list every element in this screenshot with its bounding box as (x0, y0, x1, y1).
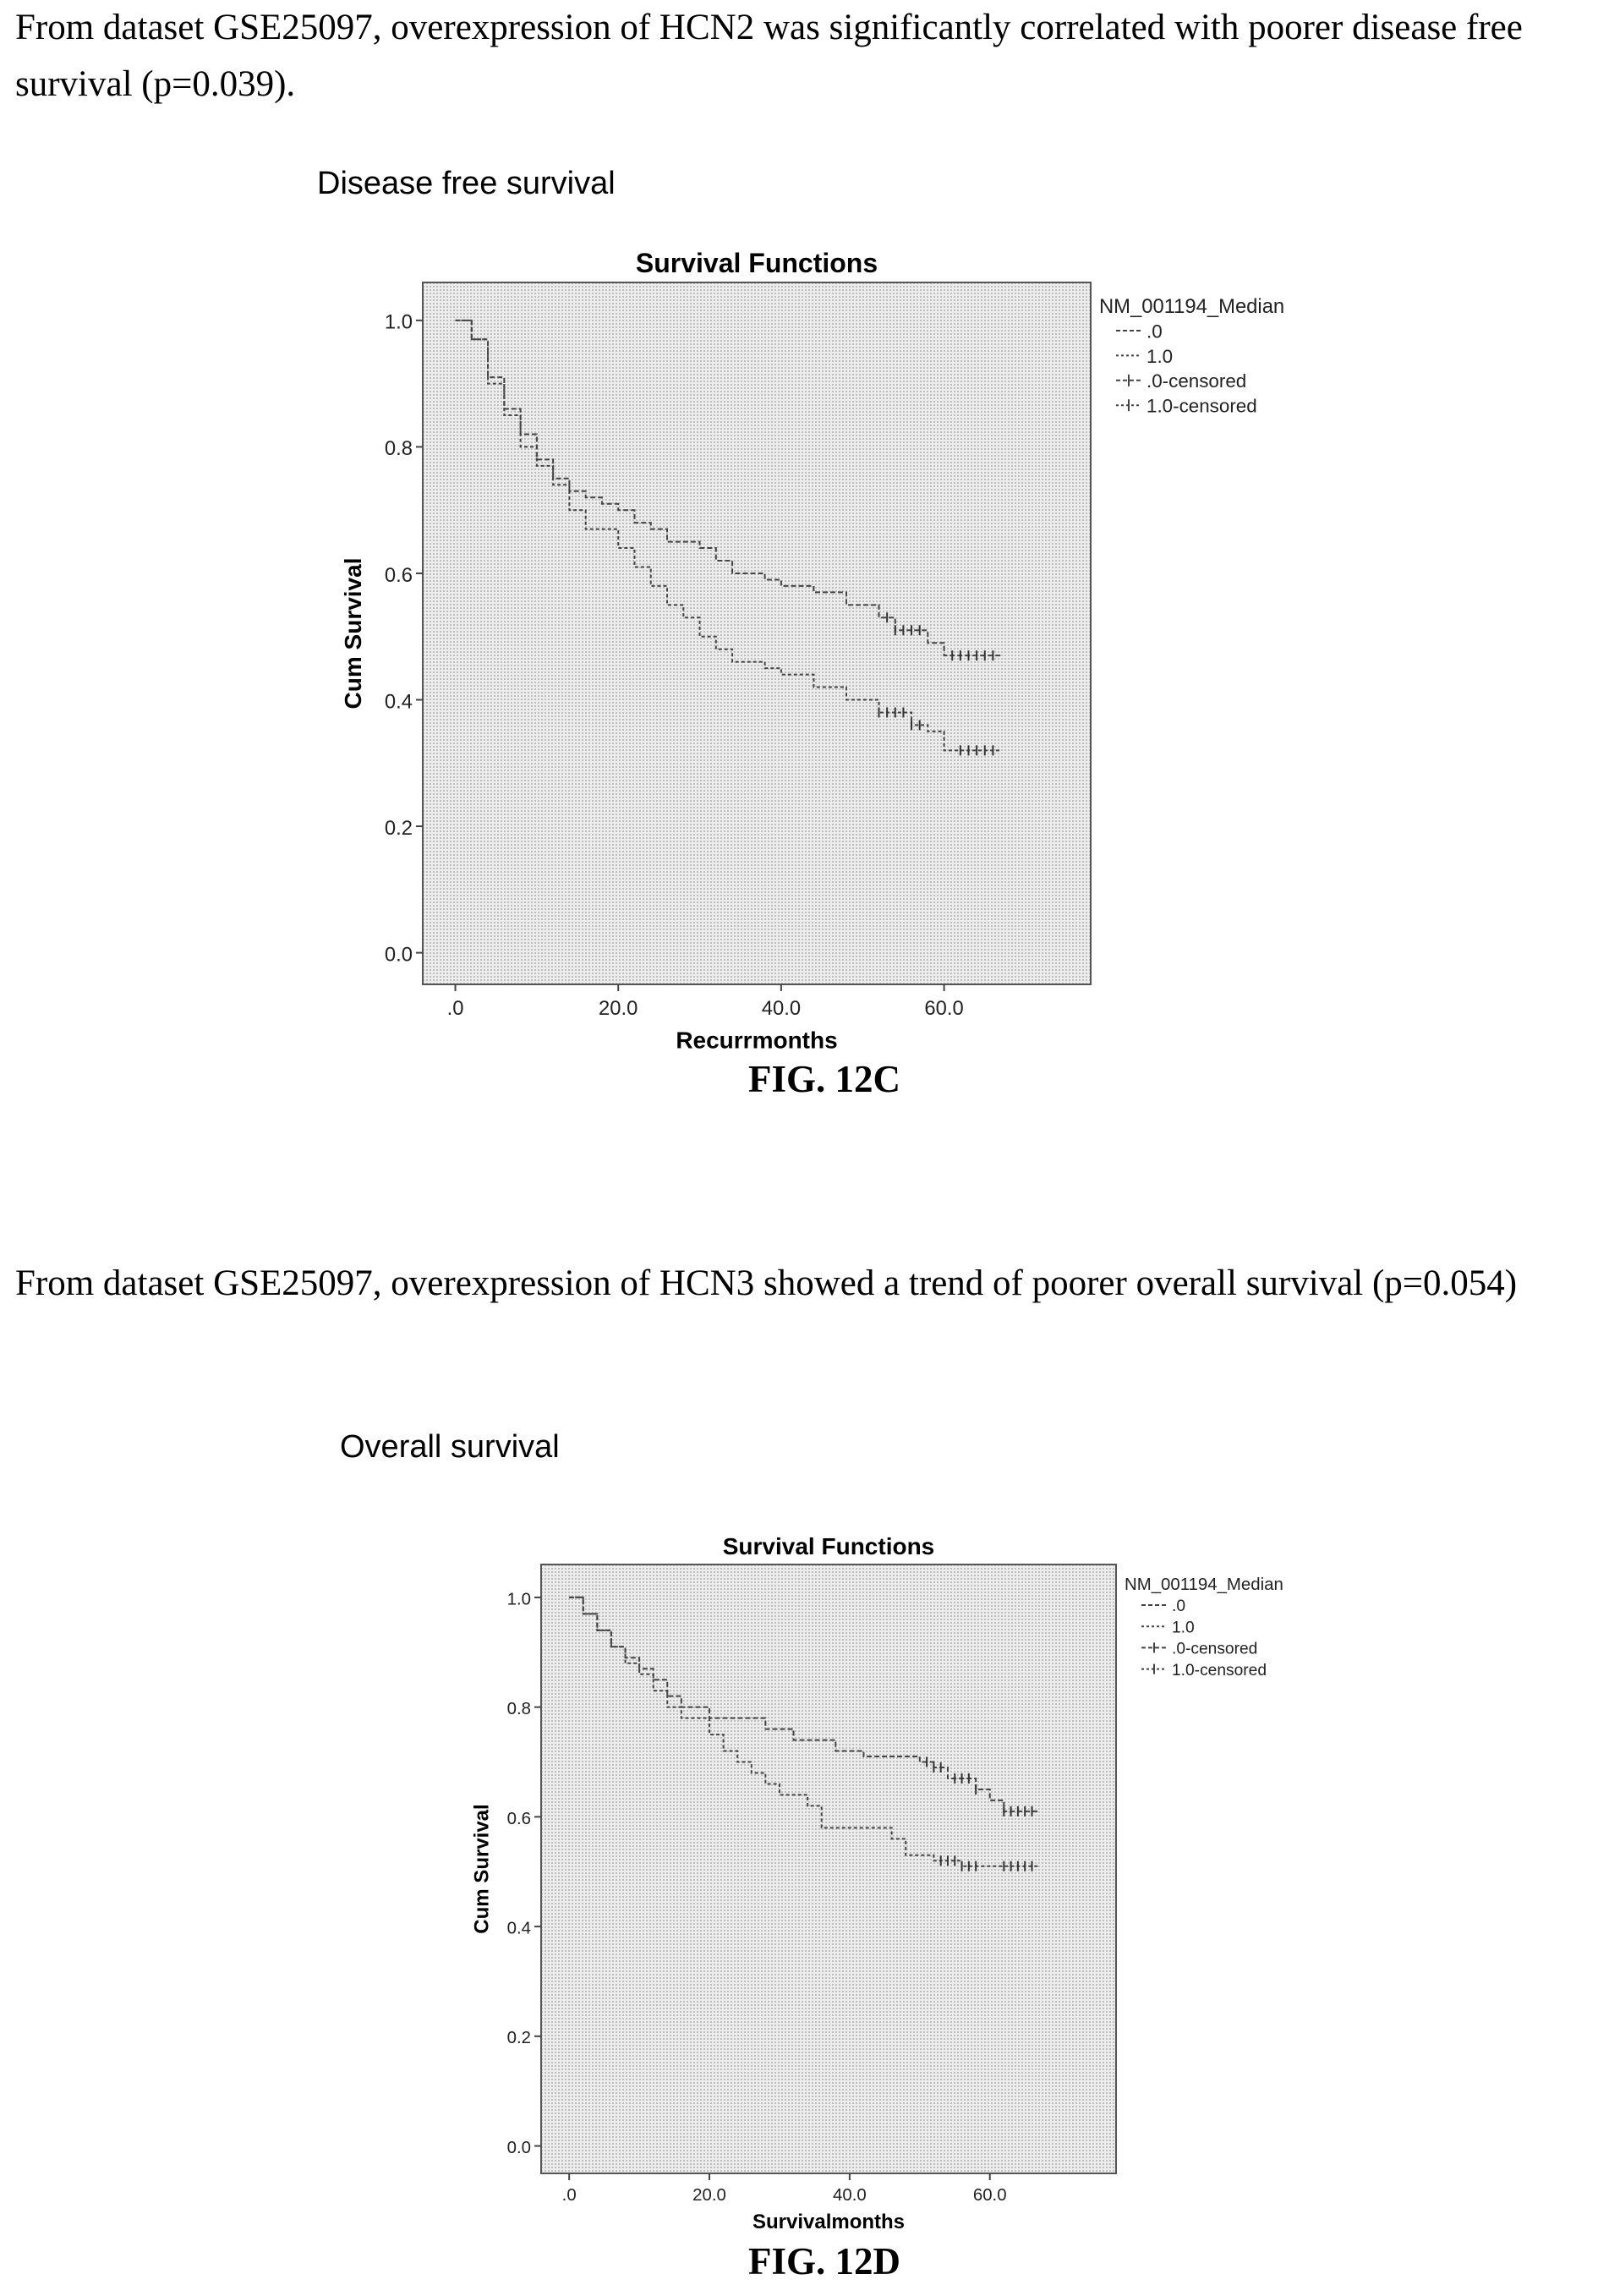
y-tick-label: 0.8 (385, 437, 413, 460)
y-tick-label: 0.0 (385, 943, 413, 966)
x-tick-label: 20.0 (599, 997, 638, 1020)
x-tick-label: .0 (447, 997, 464, 1020)
series-line-high (569, 1596, 1039, 1867)
x-axis-label: Recurrmonths (676, 1027, 837, 1054)
section-label-disease-free: Disease free survival (317, 166, 616, 201)
survival-chart-12c: Survival Functions 0.0 0.2 0.4 0.6 0.8 1.0 .0 20… (340, 248, 1284, 1054)
x-tick-label: .0 (562, 2186, 577, 2205)
y-axis-label: Cum Survival (340, 558, 366, 710)
y-tick-label: 1.0 (385, 311, 413, 334)
y-tick-label: 0.4 (507, 1920, 531, 1938)
y-tick-label: 0.4 (385, 690, 413, 713)
x-tick-label: 40.0 (762, 997, 801, 1020)
legend-entry: .0 (1172, 1597, 1185, 1615)
legend-title: NM_001194_Median (1125, 1575, 1283, 1594)
figure-caption-12d: FIG. 12D (748, 2240, 900, 2282)
plot-area (422, 282, 1092, 985)
y-tick-label: 0.2 (507, 2029, 531, 2047)
y-tick-label: 0.2 (385, 817, 413, 840)
legend-entry: .0 (1147, 321, 1163, 342)
legend-entry: 1.0 (1172, 1619, 1195, 1636)
intro-paragraph-hcn2: From dataset GSE25097, overexpression of… (15, 8, 1523, 104)
section-label-overall: Overall survival (340, 1429, 560, 1465)
x-tick-label: 40.0 (833, 2186, 867, 2205)
plot-area (540, 1564, 1117, 2174)
legend-entry: 1.0-censored (1172, 1662, 1267, 1680)
legend-title: NM_001194_Median (1099, 295, 1284, 318)
x-tick-label: 60.0 (973, 2186, 1007, 2205)
chart-title: Survival Functions (723, 1533, 935, 1559)
legend-entry: .0-censored (1172, 1641, 1257, 1658)
intro-paragraph-hcn3: From dataset GSE25097, overexpression of… (15, 1263, 1518, 1303)
x-tick-label: 20.0 (692, 2186, 726, 2205)
y-tick-label: 0.0 (507, 2139, 531, 2157)
y-axis-label: Cum Survival (471, 1804, 494, 1933)
figure-caption-12c: FIG. 12C (748, 1058, 900, 1100)
series-line-low (455, 319, 1002, 657)
legend-entry: 1.0 (1147, 346, 1173, 367)
y-tick-label: 0.6 (507, 1810, 531, 1828)
x-axis-label: Survivalmonths (752, 2211, 905, 2233)
series-line-high (455, 319, 1002, 752)
chart-title: Survival Functions (636, 248, 878, 278)
survival-chart-12d: Survival Functions 0.0 0.2 0.4 0.6 0.8 1.0 .0 20… (471, 1533, 1283, 2233)
y-tick-label: 1.0 (507, 1590, 531, 1608)
legend-entry: 1.0-censored (1147, 396, 1257, 417)
legend-entry: .0-censored (1147, 370, 1246, 392)
y-tick-label: 0.6 (385, 564, 413, 587)
y-tick-label: 0.8 (507, 1700, 531, 1718)
x-tick-label: 60.0 (924, 997, 963, 1020)
